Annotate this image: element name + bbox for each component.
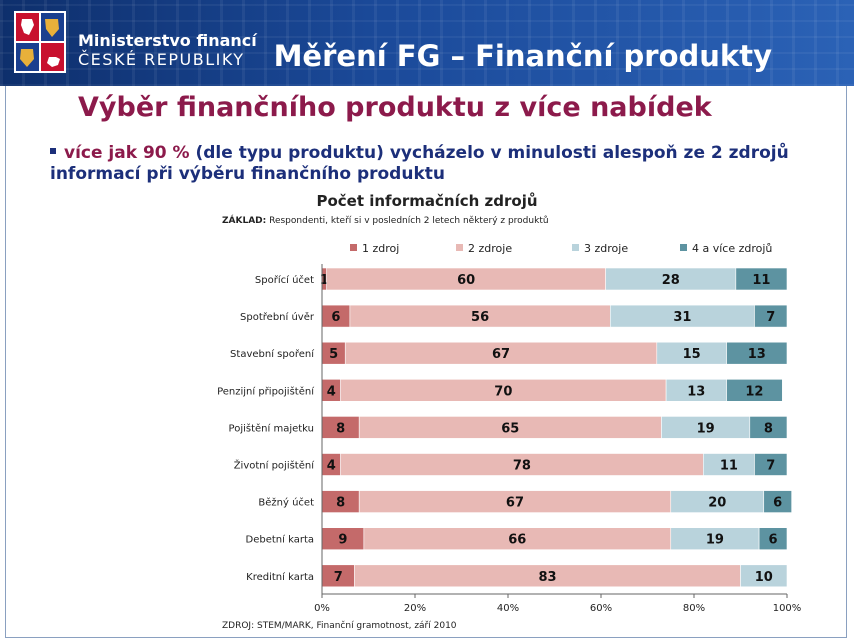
x-tick-label: 20% bbox=[404, 603, 426, 614]
ministry-logo-text: Ministerstvo financí ČESKÉ REPUBLIKY bbox=[78, 33, 257, 68]
x-tick-label: 0% bbox=[314, 603, 330, 614]
state-emblem-icon bbox=[14, 11, 66, 73]
category-label: Běžný účet bbox=[258, 497, 314, 509]
bullet-rest: (dle typu produktu) vycházelo v minulost… bbox=[50, 143, 789, 184]
category-label: Pojištění majetku bbox=[229, 422, 314, 434]
bar-segment bbox=[749, 416, 788, 439]
data-label: 8 bbox=[336, 496, 345, 511]
data-label: 8 bbox=[336, 421, 345, 436]
bar-segment bbox=[740, 564, 788, 588]
data-label: 4 bbox=[327, 459, 336, 474]
ministry-country: ČESKÉ REPUBLIKY bbox=[78, 50, 245, 69]
x-tick-label: 60% bbox=[590, 603, 612, 614]
base-note-label: ZÁKLAD: bbox=[222, 216, 267, 226]
header-pattern bbox=[0, 0, 854, 86]
legend-swatch bbox=[350, 244, 357, 251]
data-label: 67 bbox=[492, 347, 510, 362]
category-label: Spořící účet bbox=[255, 274, 314, 286]
data-label: 31 bbox=[673, 310, 691, 325]
source-note: ZDROJ: STEM/MARK, Finanční gramotnost, z… bbox=[222, 621, 457, 631]
data-label: 1 bbox=[320, 273, 329, 288]
bullet-highlight: více jak 90 % bbox=[64, 143, 190, 163]
legend-label: 1 zdroj bbox=[362, 242, 399, 255]
data-label: 7 bbox=[334, 570, 343, 585]
bar-segment bbox=[763, 490, 792, 513]
data-label: 5 bbox=[329, 347, 338, 362]
data-label: 7 bbox=[766, 459, 775, 474]
data-label: 8 bbox=[764, 421, 773, 436]
x-tick-label: 100% bbox=[773, 603, 802, 614]
bar-segment bbox=[735, 267, 788, 291]
header-title: Měření FG – Finanční produkty bbox=[273, 39, 772, 73]
category-label: Spotřební úvěr bbox=[240, 311, 315, 323]
legend-label: 3 zdroje bbox=[584, 242, 628, 255]
data-label: 6 bbox=[331, 310, 340, 325]
data-label: 10 bbox=[755, 570, 773, 585]
data-label: 4 bbox=[327, 384, 336, 399]
slide-title: Výběr finančního produktu z více nabídek bbox=[78, 92, 712, 123]
legend-label: 4 a více zdrojů bbox=[692, 242, 772, 255]
data-label: 7 bbox=[766, 310, 775, 325]
data-label: 19 bbox=[706, 533, 724, 548]
data-label: 20 bbox=[708, 496, 726, 511]
data-label: 28 bbox=[662, 273, 680, 288]
data-label: 12 bbox=[745, 384, 763, 399]
bullet-square-icon bbox=[50, 148, 56, 154]
legend-swatch bbox=[456, 244, 463, 251]
bullet-text: více jak 90 % (dle typu produktu) vycház… bbox=[50, 143, 810, 185]
legend-swatch bbox=[572, 244, 579, 251]
legend-swatch bbox=[680, 244, 687, 251]
header-bar: Ministerstvo financí ČESKÉ REPUBLIKY Měř… bbox=[0, 0, 854, 86]
category-label: Debetní karta bbox=[246, 534, 314, 546]
bar-segment bbox=[754, 304, 788, 328]
category-label: Kreditní karta bbox=[246, 571, 314, 583]
x-tick-label: 40% bbox=[497, 603, 519, 614]
data-label: 11 bbox=[752, 273, 770, 288]
base-note-text: Respondenti, kteří si v posledních 2 let… bbox=[266, 216, 549, 226]
base-note: ZÁKLAD: Respondenti, kteří si v poslední… bbox=[222, 216, 549, 226]
bar-segment bbox=[726, 341, 788, 365]
data-label: 66 bbox=[508, 533, 526, 548]
data-label: 13 bbox=[748, 347, 766, 362]
data-label: 78 bbox=[513, 459, 531, 474]
data-label: 83 bbox=[538, 570, 556, 585]
x-tick-label: 80% bbox=[683, 603, 705, 614]
data-label: 11 bbox=[720, 459, 738, 474]
data-label: 56 bbox=[471, 310, 489, 325]
data-label: 9 bbox=[338, 533, 347, 548]
bar-segment bbox=[758, 527, 788, 551]
data-label: 65 bbox=[501, 421, 519, 436]
data-label: 13 bbox=[687, 384, 705, 399]
data-label: 6 bbox=[773, 496, 782, 511]
slide-frame bbox=[5, 86, 847, 638]
chart-title: Počet informačních zdrojů bbox=[316, 192, 538, 210]
legend-label: 2 zdroje bbox=[468, 242, 512, 255]
data-label: 6 bbox=[769, 533, 778, 548]
category-label: Penzijní připojištění bbox=[217, 385, 315, 397]
data-label: 15 bbox=[683, 347, 701, 362]
bar-segment bbox=[754, 453, 788, 476]
bar-segment bbox=[726, 378, 783, 402]
data-label: 19 bbox=[697, 421, 715, 436]
category-label: Životní pojištění bbox=[234, 459, 316, 472]
data-label: 70 bbox=[494, 384, 512, 399]
category-label: Stavební spoření bbox=[230, 348, 315, 360]
data-label: 67 bbox=[506, 496, 524, 511]
data-label: 60 bbox=[457, 273, 475, 288]
ministry-name: Ministerstvo financí bbox=[78, 31, 257, 50]
